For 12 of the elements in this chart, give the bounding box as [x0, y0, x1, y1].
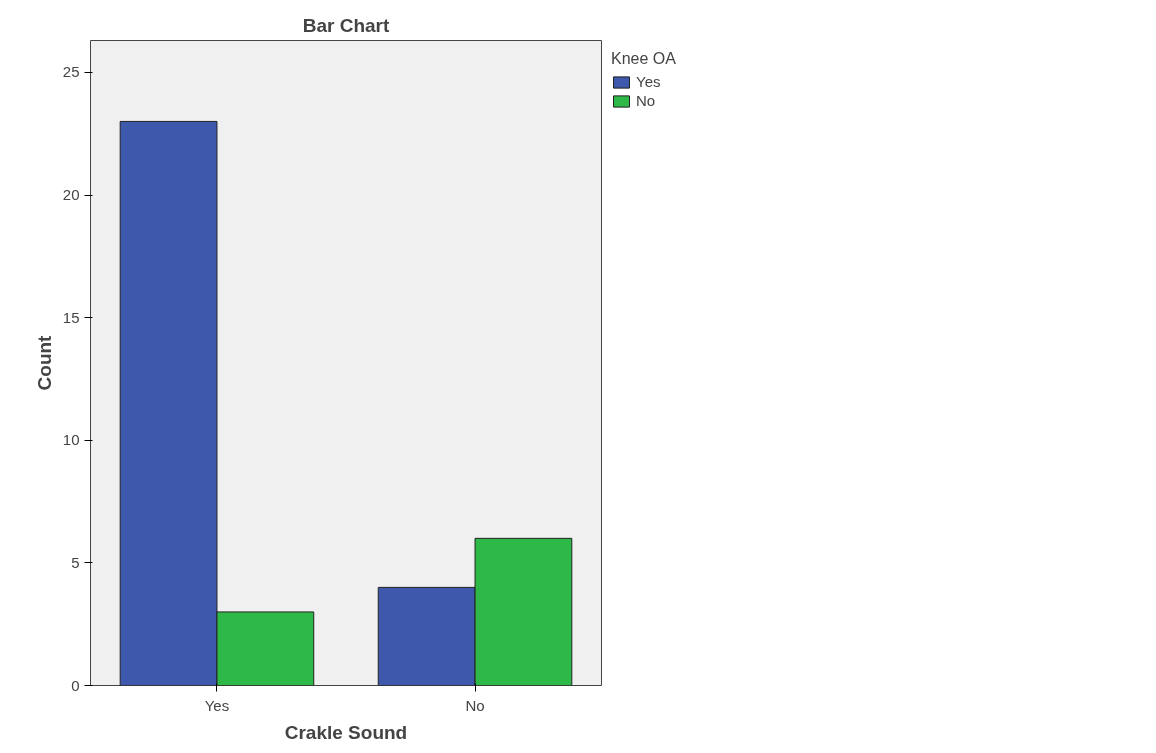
chart-title: Bar Chart: [302, 14, 390, 36]
y-tick-label: 20: [62, 186, 80, 204]
y-tick-label: 5: [71, 553, 80, 571]
legend-label: Yes: [636, 73, 661, 90]
y-tick-label: 10: [62, 431, 80, 449]
y-tick-label: 0: [71, 676, 80, 694]
legend-label: No: [636, 92, 656, 109]
y-tick-label: 25: [62, 63, 80, 81]
legend-title: Knee OA: [611, 50, 676, 68]
y-axis-title: Count: [33, 334, 55, 391]
x-axis-title: Crakle Sound: [284, 721, 408, 743]
y-tick-label: 15: [62, 308, 80, 326]
